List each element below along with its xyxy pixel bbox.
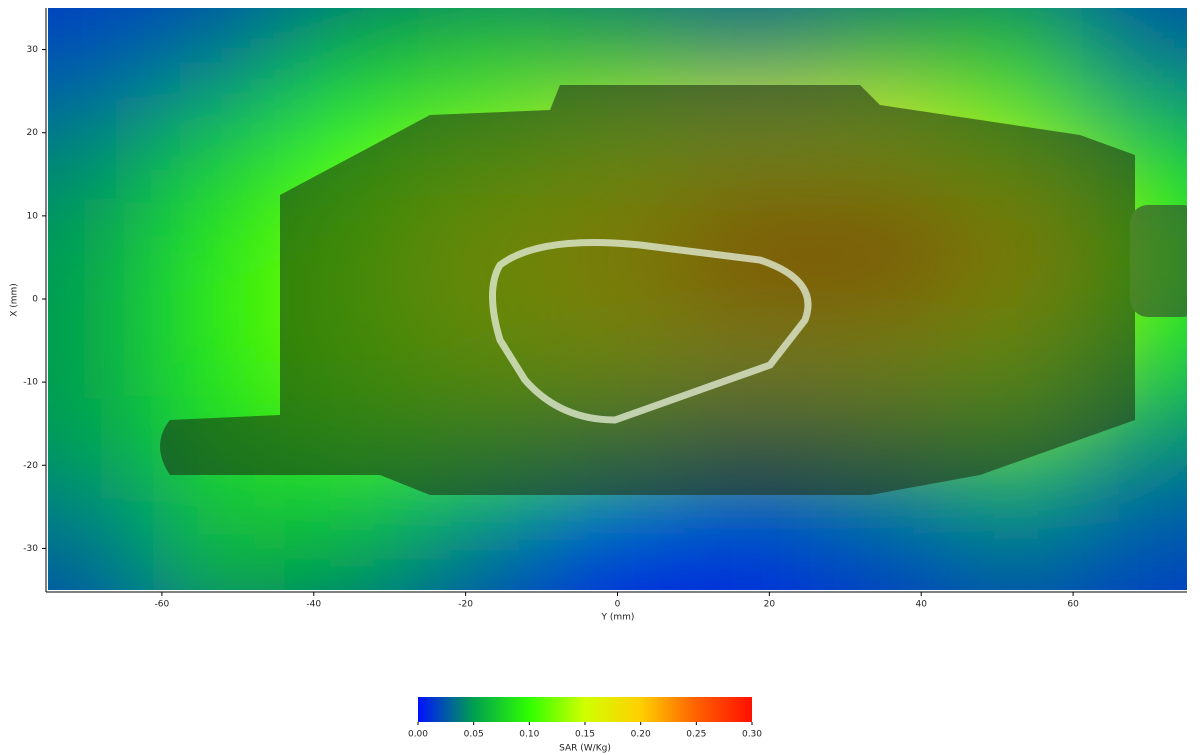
heat-cell [48,398,154,500]
x-tick-label: -20 [458,600,473,610]
heat-cell [48,199,154,300]
colorbar-tick-label: 0.15 [575,730,595,740]
heat-cell [949,498,1084,590]
heat-cell [551,498,685,590]
device-overlay [160,85,1187,495]
x-tick-label: 60 [1067,600,1079,610]
heat-cell [683,498,818,590]
carabiner [489,239,812,424]
heat-cell [285,8,420,101]
heat-cell [285,498,420,590]
x-tick-label: 0 [615,600,621,610]
y-tick-label: 10 [27,211,39,221]
heat-cell [1082,498,1187,590]
colorbar-tick-label: 0.25 [686,730,706,740]
heat-cell [152,199,287,300]
heat-cell [48,99,154,201]
x-tick-label: -40 [306,600,321,610]
colorbar [418,697,752,722]
colorbar-tick-label: 0.00 [408,730,428,740]
x-tick-label: -60 [155,600,170,610]
y-axis-label: X (mm) [10,283,20,317]
y-tick-label: 0 [32,295,38,305]
x-tick-label: 20 [764,600,776,610]
heat-cell [48,498,154,590]
colorbar-tick-label: 0.05 [464,730,484,740]
y-tick-label: -20 [23,461,38,471]
heat-cell [418,498,553,590]
y-tick-label: -10 [23,378,38,388]
colorbar-tick-label: 0.20 [631,730,651,740]
heat-cell [48,8,154,101]
heat-cell [1082,8,1187,101]
heat-cell [949,8,1084,101]
heat-cell [152,99,287,201]
y-tick-label: -30 [23,544,38,554]
x-axis-label: Y (mm) [601,613,635,623]
heat-cell [152,299,287,400]
x-tick-label: 40 [916,600,928,610]
heat-cell [152,8,287,101]
colorbar-tick-label: 0.30 [742,730,762,740]
y-tick-label: 20 [27,128,39,138]
colorbar-label: SAR (W/Kg) [559,744,611,754]
heat-cell [152,498,287,590]
heat-cell [816,498,951,590]
heat-cell [48,299,154,400]
heatmap [48,8,1187,590]
heat-cell [418,8,553,101]
y-tick-label: 30 [27,45,39,55]
colorbar-tick-label: 0.10 [519,730,539,740]
